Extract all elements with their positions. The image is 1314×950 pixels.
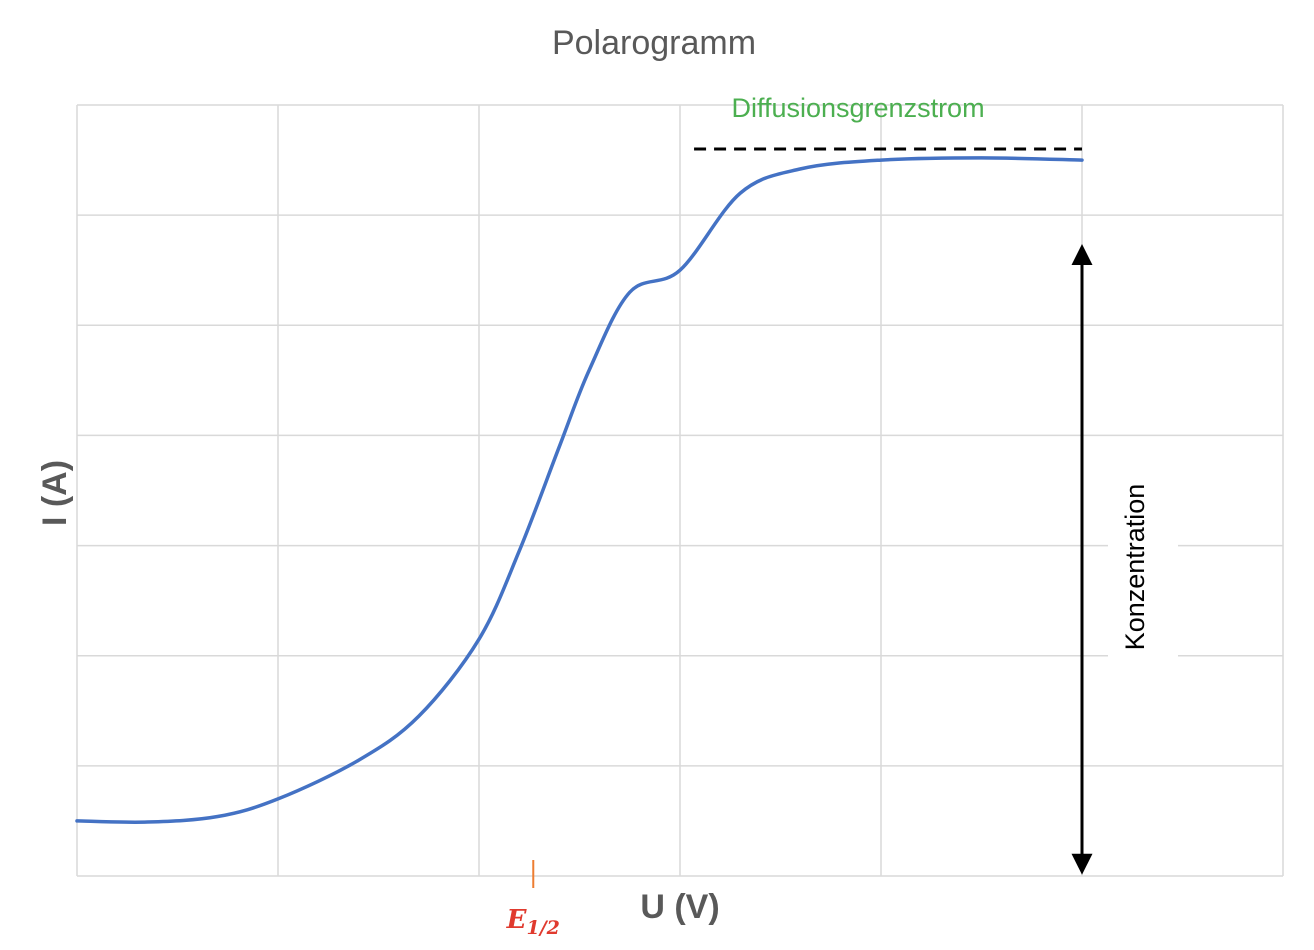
grid [76, 104, 1284, 877]
concentration-label: Konzentration [1120, 484, 1150, 651]
e-half-label: E1/2 [506, 905, 560, 939]
e-half-symbol: E [506, 905, 528, 935]
chart-title: Polarogramm [552, 24, 756, 62]
x-axis-label: U (V) [640, 888, 719, 926]
e-half-subscript: 1/2 [526, 917, 559, 939]
polarogram-curve [75, 156, 1084, 824]
diffusion-limit-label: Diffusionsgrenzstrom [731, 93, 984, 123]
y-axis-label: I (A) [36, 460, 74, 526]
